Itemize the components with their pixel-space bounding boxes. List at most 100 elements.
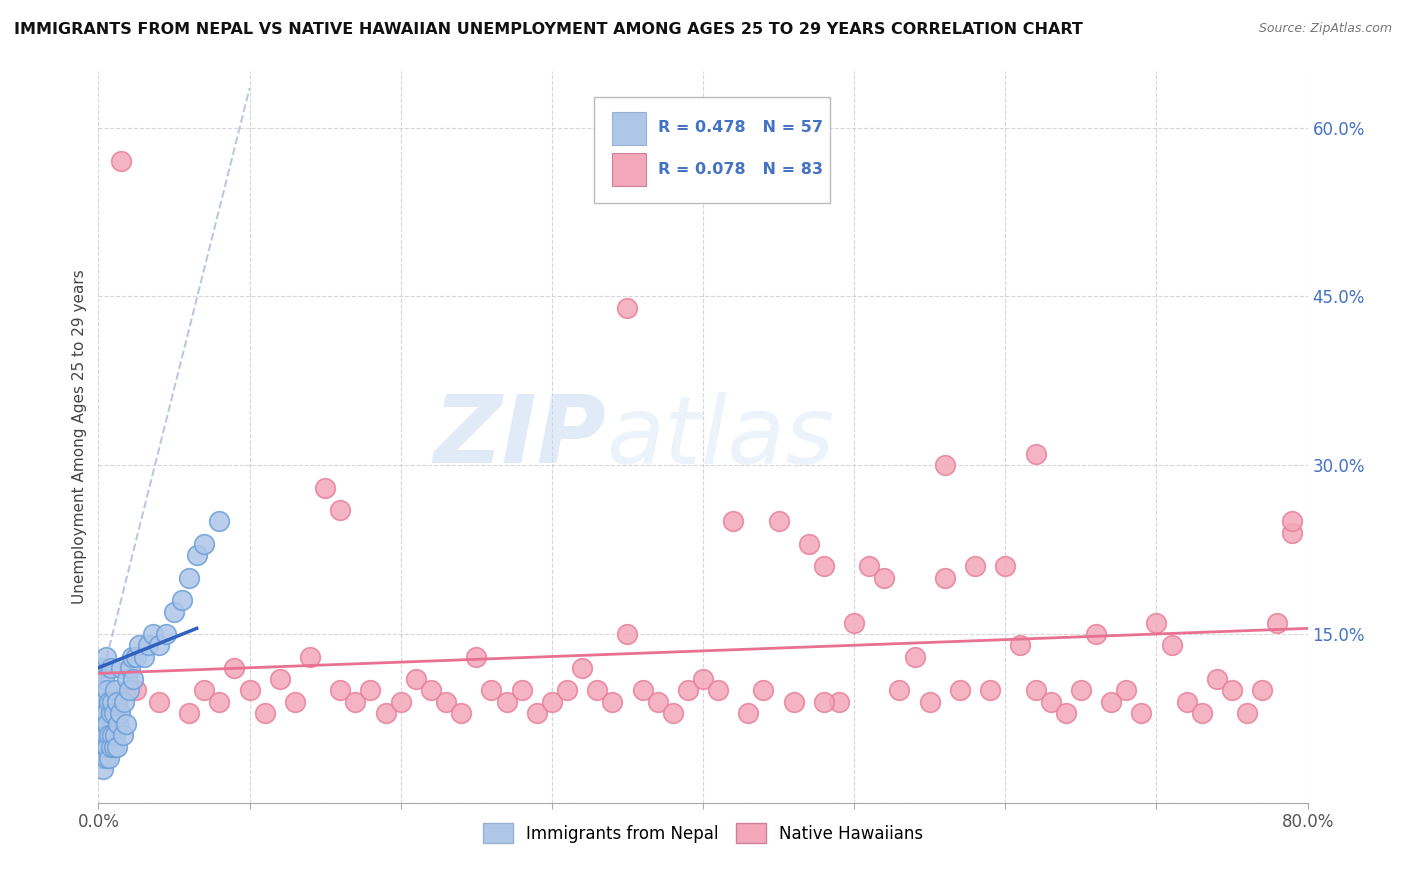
Point — [1191, 706, 1213, 720]
Point — [179, 571, 201, 585]
Point — [934, 571, 956, 585]
Point — [91, 728, 114, 742]
Point — [889, 683, 911, 698]
Point — [752, 683, 775, 698]
Point — [93, 739, 115, 754]
Point — [112, 694, 135, 708]
Point — [1206, 672, 1229, 686]
Point — [1010, 638, 1032, 652]
Point — [676, 683, 699, 698]
Point — [647, 694, 669, 708]
Point — [111, 728, 134, 742]
Point — [813, 694, 835, 708]
Point — [918, 694, 941, 708]
Point — [105, 739, 128, 754]
Point — [208, 694, 231, 708]
Point — [526, 706, 548, 720]
Point — [98, 728, 121, 742]
Point — [692, 672, 714, 686]
Point — [101, 728, 124, 742]
Point — [465, 649, 488, 664]
Point — [122, 672, 145, 686]
Point — [107, 717, 129, 731]
Point — [783, 694, 806, 708]
Point — [100, 661, 122, 675]
Point — [179, 706, 201, 720]
Point — [555, 683, 578, 698]
Point — [104, 728, 127, 742]
Point — [1251, 683, 1274, 698]
Point — [110, 154, 132, 169]
Point — [797, 537, 820, 551]
Point — [253, 706, 276, 720]
Point — [450, 706, 472, 720]
Point — [93, 717, 115, 731]
Point — [91, 694, 114, 708]
Text: Source: ZipAtlas.com: Source: ZipAtlas.com — [1258, 22, 1392, 36]
Point — [1267, 615, 1289, 630]
Point — [1160, 638, 1182, 652]
Point — [586, 683, 609, 698]
Point — [571, 661, 593, 675]
Point — [128, 638, 150, 652]
Point — [1115, 683, 1137, 698]
Point — [115, 672, 138, 686]
Point — [994, 559, 1017, 574]
Point — [737, 706, 759, 720]
Point — [239, 683, 262, 698]
Point — [118, 683, 141, 698]
Point — [163, 605, 186, 619]
Point — [813, 559, 835, 574]
Point — [616, 627, 638, 641]
Point — [828, 694, 851, 708]
Point — [94, 706, 117, 720]
Point — [540, 694, 562, 708]
Text: ZIP: ZIP — [433, 391, 606, 483]
Point — [314, 481, 336, 495]
Point — [965, 559, 987, 574]
Point — [631, 683, 654, 698]
Point — [89, 717, 111, 731]
Point — [170, 593, 193, 607]
Point — [284, 694, 307, 708]
Point — [934, 458, 956, 473]
Text: atlas: atlas — [606, 392, 835, 483]
Point — [269, 672, 291, 686]
Point — [1130, 706, 1153, 720]
Text: R = 0.078   N = 83: R = 0.078 N = 83 — [658, 161, 824, 177]
Point — [344, 694, 367, 708]
Point — [1236, 706, 1258, 720]
Point — [1085, 627, 1108, 641]
Point — [495, 694, 517, 708]
Point — [108, 706, 131, 720]
Point — [120, 661, 142, 675]
Point — [208, 515, 231, 529]
Point — [90, 751, 112, 765]
Point — [105, 694, 128, 708]
Point — [1054, 706, 1077, 720]
Point — [94, 649, 117, 664]
Y-axis label: Unemployment Among Ages 25 to 29 years: Unemployment Among Ages 25 to 29 years — [72, 269, 87, 605]
Point — [299, 649, 322, 664]
Point — [1175, 694, 1198, 708]
Point — [96, 683, 118, 698]
Point — [93, 672, 115, 686]
Point — [873, 571, 896, 585]
Point — [103, 739, 125, 754]
Point — [94, 751, 117, 765]
Legend: Immigrants from Nepal, Native Hawaiians: Immigrants from Nepal, Native Hawaiians — [477, 817, 929, 849]
Point — [616, 301, 638, 315]
Point — [1281, 525, 1303, 540]
Point — [193, 537, 215, 551]
Point — [329, 503, 352, 517]
Point — [481, 683, 503, 698]
Point — [121, 649, 143, 664]
Point — [125, 683, 148, 698]
Bar — [613, 153, 647, 186]
Point — [193, 683, 215, 698]
Text: R = 0.478   N = 57: R = 0.478 N = 57 — [658, 120, 824, 136]
Point — [89, 739, 111, 754]
Point — [89, 683, 111, 698]
Point — [155, 627, 177, 641]
Point — [186, 548, 208, 562]
